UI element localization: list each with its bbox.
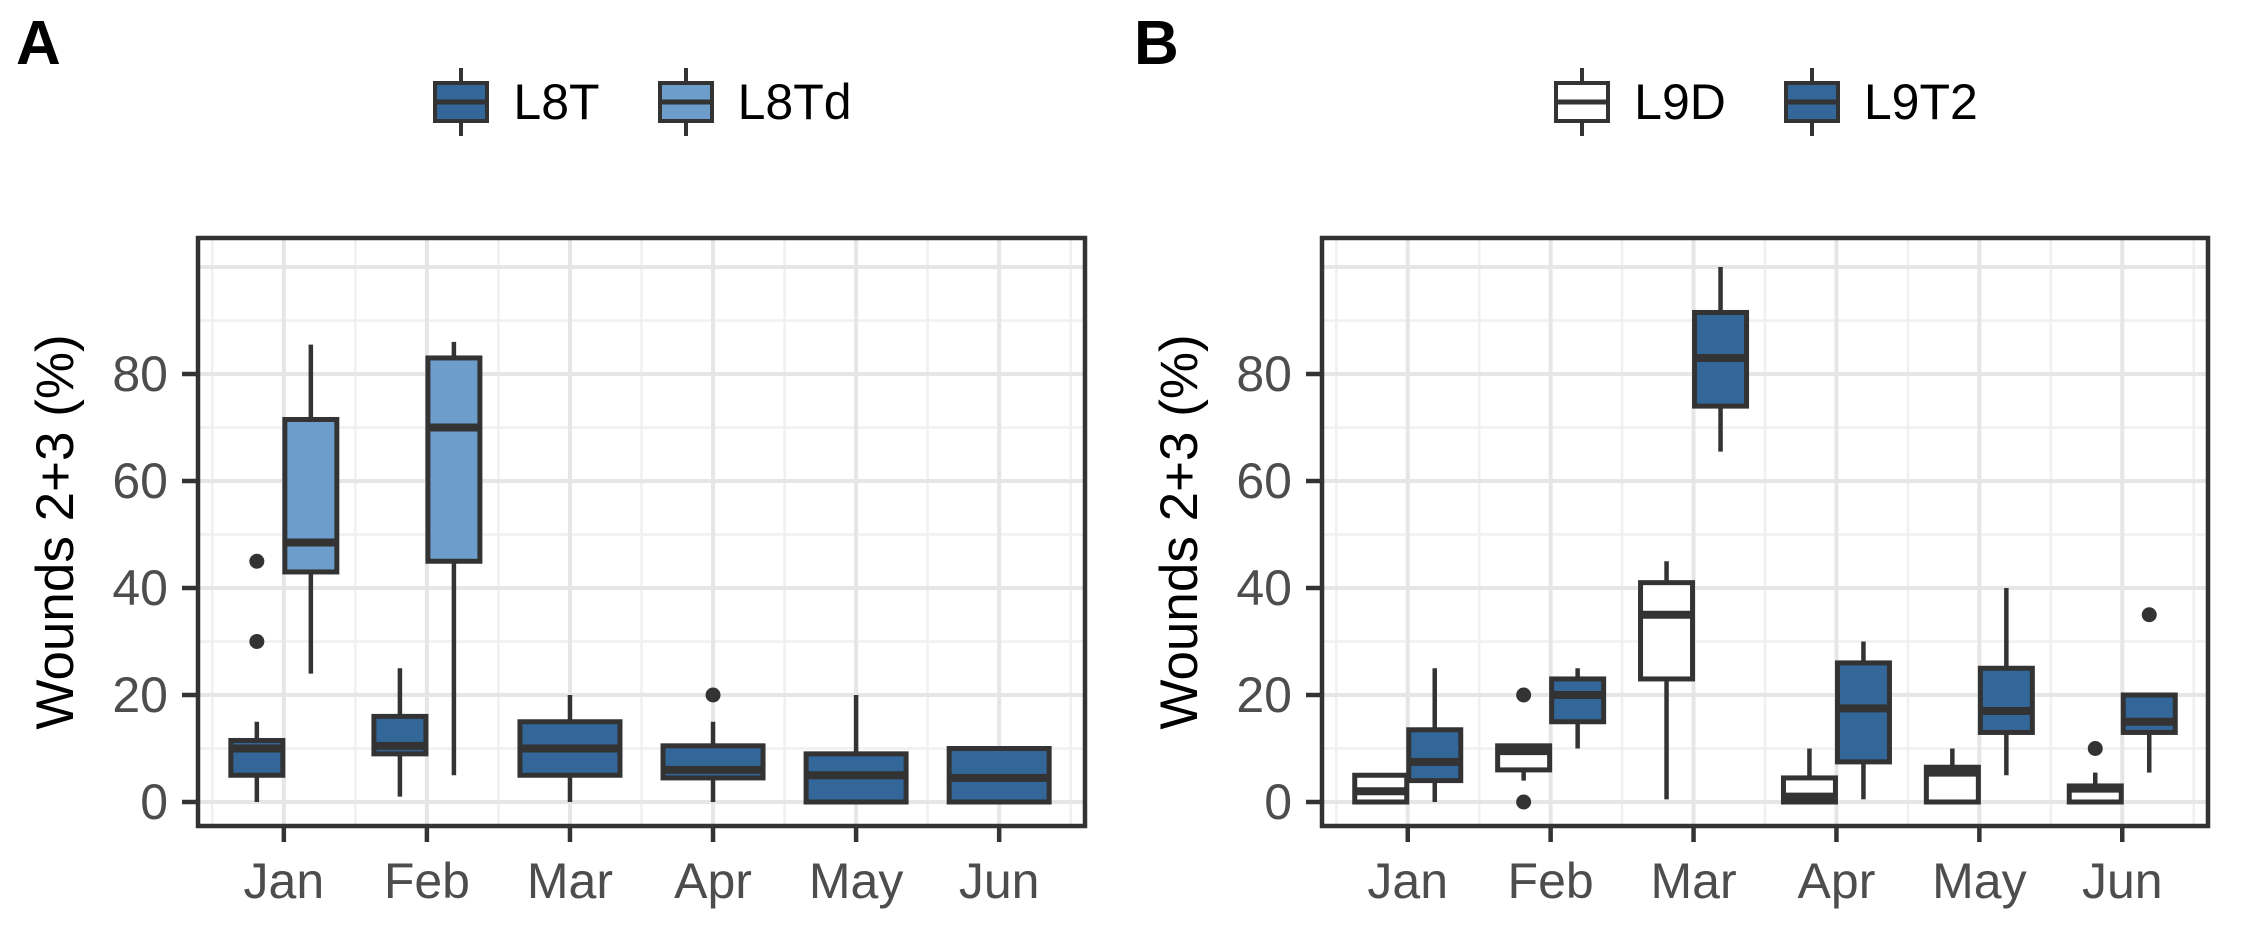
iqr-box xyxy=(1834,660,1892,765)
x-tick-label: Jan xyxy=(244,853,325,909)
outlier-point xyxy=(1516,687,1532,703)
legend-label: L9D xyxy=(1634,74,1726,130)
x-tick-label: Jun xyxy=(959,853,1040,909)
y-tick-label: 0 xyxy=(1264,774,1292,830)
y-tick-label: 40 xyxy=(1236,560,1292,616)
boxplot-key-icon xyxy=(657,68,714,136)
box-L9T2-May xyxy=(1977,588,2035,776)
x-tick-label: Apr xyxy=(674,853,752,909)
box-L8T-Apr xyxy=(660,687,766,802)
legend-item-l8t: L8T xyxy=(431,65,600,139)
outlier-point xyxy=(1516,794,1532,810)
iqr-box xyxy=(1977,665,2035,735)
box-L8T-Jan xyxy=(228,553,286,802)
box-L9D-Jun xyxy=(2066,741,2124,805)
box-L9D-Mar xyxy=(1638,561,1696,800)
box-L9D-Jan xyxy=(1352,772,1410,805)
series-L9D xyxy=(1352,561,2124,810)
y-tick-label: 0 xyxy=(140,774,168,830)
series-L8T xyxy=(228,553,1052,805)
box-L9D-Apr xyxy=(1780,748,1838,805)
box-L8T-Jun xyxy=(946,746,1052,805)
legend-item-l9d: L9D xyxy=(1552,65,1726,139)
legend-item-l8td: L8Td xyxy=(656,65,852,139)
series-L9T2 xyxy=(1406,267,2178,802)
y-tick-label: 60 xyxy=(112,453,168,509)
boxplot-key-icon xyxy=(1554,68,1611,136)
panel-b-letter: B xyxy=(1134,9,1179,78)
box-L9T2-Jan xyxy=(1406,668,1464,802)
box-L9D-May xyxy=(1923,748,1981,805)
outlier-point xyxy=(2141,607,2157,623)
x-tick-label: Mar xyxy=(527,853,613,909)
outlier-point xyxy=(705,687,721,703)
box-L9T2-Jun xyxy=(2120,607,2178,773)
iqr-box xyxy=(2120,692,2178,735)
box-L8T-Mar xyxy=(517,695,623,802)
iqr-box xyxy=(1638,580,1696,682)
iqr-box xyxy=(282,416,340,575)
x-tick-label: May xyxy=(1932,853,2026,909)
legend-panel-a: L8T L8Td xyxy=(198,62,1085,142)
axes: Jan Feb Mar Apr May Jun 0 20 40 60 80 xyxy=(112,346,1039,909)
legend-label: L8Td xyxy=(737,74,852,130)
x-tick-label: Feb xyxy=(1508,853,1594,909)
y-tick-label: 40 xyxy=(112,560,168,616)
y-tick-label: 80 xyxy=(1236,346,1292,402)
panel-border xyxy=(1319,235,2211,829)
series-L8Td xyxy=(282,341,483,776)
boxplot-key-icon xyxy=(433,68,490,136)
x-tick-label: Jan xyxy=(1367,853,1448,909)
outlier-point xyxy=(2087,741,2103,756)
boxplot-key-icon xyxy=(1783,68,1840,136)
y-tick-label: 20 xyxy=(1236,667,1292,723)
legend-label: L8T xyxy=(513,74,600,130)
outlier-point xyxy=(249,634,265,649)
iqr-box xyxy=(1549,676,1607,725)
box-L9T2-Mar xyxy=(1692,267,1750,452)
x-tick-label: Feb xyxy=(384,853,470,909)
x-tick-label: Mar xyxy=(1650,853,1736,909)
box-L8T-Feb xyxy=(371,668,429,797)
iqr-box xyxy=(1406,727,1464,784)
x-tick-label: Apr xyxy=(1798,853,1876,909)
x-tick-label: May xyxy=(809,853,903,909)
legend-item-l9t2: L9T2 xyxy=(1782,65,1978,139)
box-L9T2-Apr xyxy=(1834,641,1892,800)
outlier-point xyxy=(249,553,265,569)
iqr-box xyxy=(425,355,483,564)
panel-border xyxy=(195,235,1088,829)
legend-label: L9T2 xyxy=(1863,74,1978,130)
y-tick-label: 20 xyxy=(112,667,168,723)
box-L8Td-Jan xyxy=(282,344,340,674)
axes: Jan Feb Mar Apr May Jun 0 20 40 60 80 xyxy=(1236,346,2162,909)
y-tick-label: 80 xyxy=(112,346,168,402)
box-L8Td-Feb xyxy=(425,341,483,776)
box-L9T2-Feb xyxy=(1549,668,1607,749)
y-tick-label: 60 xyxy=(1236,453,1292,509)
panel-a-letter: A xyxy=(16,9,61,78)
box-L9D-Feb xyxy=(1495,687,1553,810)
box-L8T-May xyxy=(803,695,909,805)
legend-panel-b: L9D L9T2 xyxy=(1322,62,2208,142)
x-tick-label: Jun xyxy=(2082,853,2163,909)
